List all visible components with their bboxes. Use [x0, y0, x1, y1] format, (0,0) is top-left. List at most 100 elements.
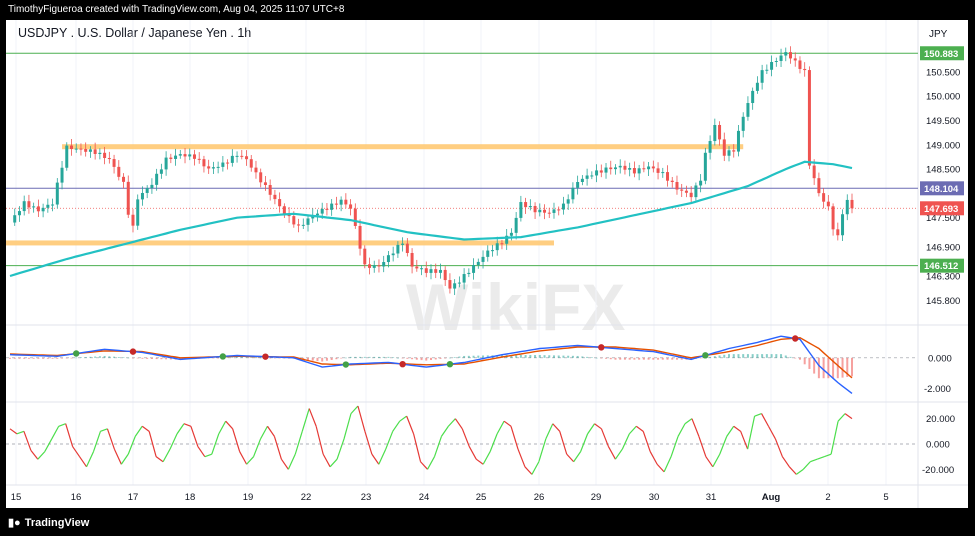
candle-body: [27, 201, 31, 208]
macd-histogram-bar: [269, 357, 272, 359]
oscillator-segment: [232, 428, 241, 452]
macd-histogram-bar: [217, 357, 220, 359]
oscillator-segment: [246, 456, 254, 465]
candle-body: [812, 165, 816, 179]
candle-body: [736, 130, 740, 152]
macd-histogram-bar: [723, 354, 726, 358]
macd-histogram-bar: [605, 357, 608, 359]
candle-body: [278, 199, 282, 207]
time-tick-label: 31: [706, 492, 717, 503]
candle-body: [353, 208, 357, 226]
oscillator-segment: [51, 425, 60, 440]
candle-body: [467, 272, 471, 275]
candle-body: [490, 250, 494, 252]
oscillator-segment: [37, 451, 46, 460]
macd-histogram-bar: [519, 355, 522, 358]
macd-histogram-bar: [477, 355, 480, 358]
oscillator-segment: [322, 453, 331, 468]
candle-body: [514, 217, 518, 233]
candle-body: [174, 155, 178, 159]
lower-zone-band: [6, 240, 554, 246]
oscillator-segment: [141, 425, 150, 432]
last-price-tag-box: [920, 201, 964, 216]
candle-body: [245, 156, 249, 160]
level-price-tag-box: [920, 181, 964, 196]
macd-histogram-bar: [510, 355, 513, 358]
chart-title: USDJPY . U.S. Dollar / Japanese Yen . 1h: [18, 26, 251, 40]
macd-histogram-bar: [42, 357, 45, 359]
oscillator-segment: [357, 405, 366, 432]
macd-histogram-bar: [387, 356, 390, 358]
candle-body: [524, 202, 528, 208]
oscillator-segment: [127, 436, 136, 455]
oscillator-segment: [287, 453, 296, 470]
oscillator-segment: [705, 456, 714, 468]
oscillator-segment: [580, 433, 589, 452]
oscillator-segment: [733, 425, 742, 432]
macd-histogram-bar: [567, 355, 570, 358]
candle-body: [755, 82, 759, 91]
oscillator-segment: [566, 453, 575, 463]
macd-histogram-bar: [841, 357, 844, 378]
macd-histogram-bar: [250, 357, 253, 358]
candle-body: [117, 166, 121, 177]
price-zones: [6, 52, 918, 267]
macd-histogram-bar: [590, 357, 593, 358]
candle-body: [798, 60, 802, 69]
macd-histogram-bar: [675, 357, 678, 360]
oscillator-segment: [628, 425, 637, 435]
macd-histogram-bar: [307, 357, 310, 361]
macd-histogram-bar: [614, 357, 617, 360]
candle-body: [65, 145, 69, 168]
candle-body: [765, 69, 769, 71]
macd-histogram-bar: [609, 357, 612, 360]
candle-body: [826, 201, 830, 207]
chart-canvas[interactable]: WikiFX USDJPY . U.S. Dollar / Japanese Y…: [6, 20, 968, 508]
macd-histogram-bar: [23, 357, 26, 359]
macd-histogram-bar: [652, 357, 655, 360]
oscillator-segment: [691, 418, 700, 437]
chart-area[interactable]: WikiFX USDJPY . U.S. Dollar / Japanese Y…: [6, 20, 968, 508]
macd-histogram-bar: [27, 357, 30, 359]
oscillator-segment: [44, 438, 53, 452]
candle-body: [254, 167, 258, 173]
resistance-price-tag: 150.883: [924, 49, 958, 60]
macd-histogram-bar: [382, 356, 385, 358]
oscillator-segment: [30, 449, 39, 460]
watermark-text: WikiFX: [406, 270, 625, 344]
candle-body: [282, 206, 286, 214]
candle-body: [637, 168, 641, 174]
candle-body: [46, 204, 50, 208]
candle-body: [415, 266, 419, 269]
macd-histogram-bar: [70, 357, 73, 359]
macd-histogram-bar: [368, 356, 371, 358]
macd-histogram-bar: [638, 357, 641, 360]
macd-histogram-bar: [765, 354, 768, 358]
candle-body: [680, 189, 684, 191]
candle-body: [642, 168, 646, 170]
oscillator-segment: [23, 431, 32, 451]
candle-body: [112, 159, 116, 167]
macd-histogram-bar: [571, 355, 574, 358]
candle-body: [226, 162, 230, 164]
oscillator-segment: [830, 421, 839, 455]
candle-body: [122, 176, 126, 182]
support-price-tag: 146.512: [924, 261, 958, 272]
macd-histogram-bar: [359, 356, 362, 358]
macd-histogram-bar: [136, 357, 139, 359]
macd-histogram-bar: [770, 354, 773, 358]
candle-body: [689, 192, 693, 198]
macd-histogram-bar: [808, 357, 811, 369]
oscillator-segment: [79, 456, 88, 468]
oscillator-segment: [795, 468, 804, 475]
time-tick-label: 16: [71, 492, 82, 503]
macd-histogram-bar: [822, 357, 825, 379]
candle-body: [519, 202, 523, 218]
macd-cross-marker: [129, 348, 137, 355]
macd-histogram-bar: [761, 354, 764, 358]
candle-body: [368, 264, 372, 268]
macd-histogram-bar: [236, 356, 239, 358]
candle-body: [55, 182, 59, 205]
candle-body: [538, 209, 542, 213]
macd-histogram-bar: [13, 357, 16, 359]
